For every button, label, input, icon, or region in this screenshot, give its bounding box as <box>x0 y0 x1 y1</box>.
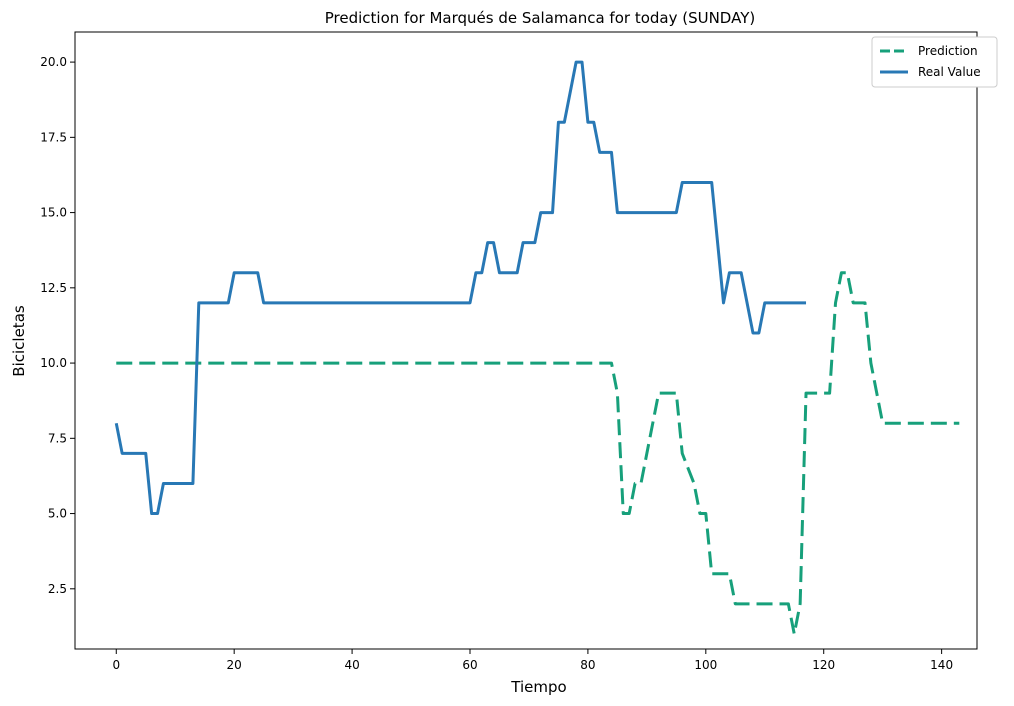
x-tick-label: 140 <box>930 658 953 672</box>
plot-area-frame <box>74 31 978 650</box>
y-axis-label: Bicicletas <box>10 305 28 377</box>
x-tick-label: 80 <box>580 658 595 672</box>
chart-title: Prediction for Marqués de Salamanca for … <box>325 9 755 27</box>
y-tick-label: 17.5 <box>40 130 67 144</box>
x-axis: 0 20 40 60 80 100 120 140 <box>112 649 953 672</box>
plot-lines <box>114 60 960 636</box>
x-tick-label: 120 <box>812 658 835 672</box>
legend: Prediction Real Value <box>871 36 998 88</box>
x-tick-label: 100 <box>694 658 717 672</box>
legend-label-prediction: Prediction <box>918 44 978 58</box>
x-tick-label: 0 <box>112 658 120 672</box>
x-tick-label: 20 <box>227 658 242 672</box>
series-line-prediction <box>116 271 960 636</box>
y-tick-label: 5.0 <box>48 507 67 521</box>
y-tick-label: 12.5 <box>40 281 67 295</box>
y-tick-label: 10.0 <box>40 356 67 370</box>
x-tick-label: 40 <box>344 658 359 672</box>
y-axis: 2.5 5.0 7.5 10.0 12.5 15.0 17.5 20.0 <box>40 55 75 596</box>
series-line-real-value <box>114 60 807 516</box>
y-tick-label: 15.0 <box>40 206 67 220</box>
y-tick-label: 7.5 <box>48 431 67 445</box>
y-tick-label: 20.0 <box>40 55 67 69</box>
x-axis-label: Tiempo <box>510 678 566 696</box>
y-tick-label: 2.5 <box>48 582 67 596</box>
legend-label-real-value: Real Value <box>918 65 981 79</box>
x-tick-label: 60 <box>462 658 477 672</box>
